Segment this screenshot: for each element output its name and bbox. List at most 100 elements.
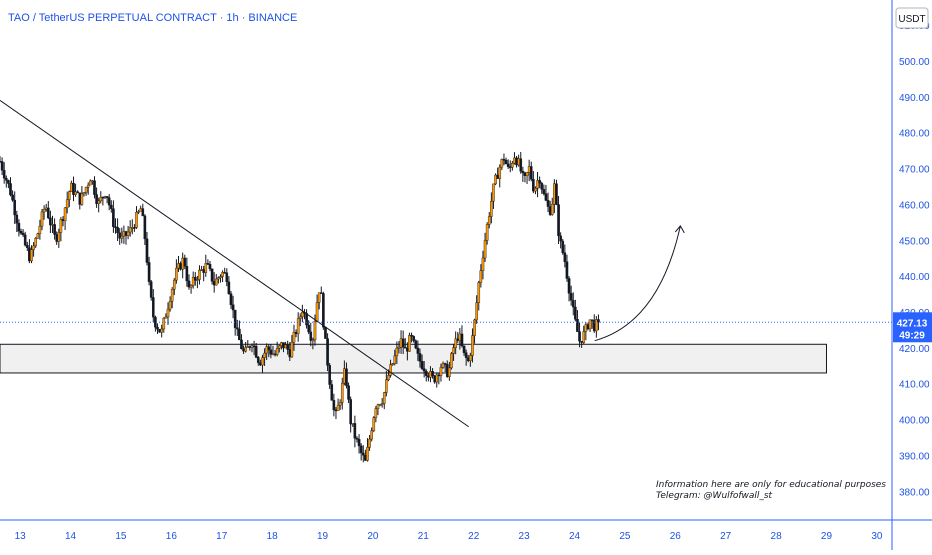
candle [347,382,350,404]
candle-body [46,207,50,219]
candle [546,192,550,213]
candle [483,232,487,262]
candle-body [86,184,90,188]
candle [462,345,466,356]
candle-body [51,224,54,226]
candle [4,175,8,188]
candle-body [116,227,119,233]
candle-body [189,285,193,288]
candle [494,173,497,186]
candle [532,171,535,194]
candle-body [122,231,126,237]
candle-body [504,160,508,165]
time-tick-label: 16 [166,531,178,542]
candle-body [7,180,10,184]
candle-body [193,277,197,281]
candle [336,398,340,412]
candle-body [280,342,283,347]
price-tick-label: 440.00 [899,272,930,283]
last-price-badge [893,312,932,343]
candle-body [103,196,107,198]
candle-body [109,204,113,209]
candle-body [580,340,583,343]
candle [322,291,325,330]
candle [74,183,77,197]
time-axis[interactable]: 13 14 15 16 17 18 19 20 21 22 23 24 25 26 27 28 29 30 [0,519,932,542]
candle-body [233,309,237,328]
candle-body [147,262,151,282]
candle [361,445,365,463]
currency-button[interactable] [895,7,929,29]
price-tick-label: 480.00 [899,129,930,140]
candle [443,362,447,373]
time-tick-label: 21 [418,531,430,542]
candle [76,190,79,194]
candle-body [141,208,145,217]
candle [380,398,384,408]
candle [401,330,405,355]
candle [36,232,40,239]
candle [481,250,485,280]
candle [296,312,300,342]
candle-body [490,200,493,217]
candle-body [290,341,294,358]
candle-body [578,331,581,342]
candle-body [196,279,199,281]
candle [120,227,124,244]
candle-body [275,348,279,355]
candle [25,241,29,252]
candle [450,351,453,370]
candle-body [133,227,136,229]
candle [204,254,208,277]
candle [214,273,218,286]
candle [502,153,506,166]
price-axis[interactable]: 510.00500.00490.00480.00470.00460.00450.… [891,0,932,550]
candle-body [107,197,111,206]
candle-body [569,293,573,301]
candle-body [53,224,56,235]
candle-body [527,166,531,173]
candle [233,309,237,336]
candle-body [355,437,359,440]
candle [452,343,455,361]
candle [529,161,533,182]
candle-body [567,278,571,294]
candle-body [4,177,8,181]
candle [368,434,371,451]
candle-body [223,272,226,274]
candle [534,186,537,195]
projection-arrow [594,225,681,342]
candle [454,331,457,355]
candle-body [359,445,363,454]
candle-body [477,282,481,303]
candle-body [187,280,191,288]
candle [292,324,296,351]
candle-body [500,159,504,168]
time-tick-label: 20 [367,531,379,542]
candle-body [483,240,487,259]
candle-body [315,302,319,322]
candle [511,160,514,171]
candle [256,355,260,366]
candle-body [128,227,132,233]
candle [227,276,231,295]
candle [128,220,132,237]
candle [93,176,96,199]
price-tick-label: 400.00 [899,416,930,427]
candle [395,341,399,364]
candle [229,290,233,309]
candle-body [307,324,310,333]
candle [65,191,69,214]
candle-body [538,180,541,184]
candle [244,341,247,353]
candle [424,369,428,382]
candle-body [584,324,588,332]
drawing-overlay [0,100,892,428]
candle-body [160,328,163,333]
candle [277,344,281,353]
candle-body [513,157,516,164]
candle-body [378,404,382,406]
candle-body [529,166,533,180]
projection-arrow-head [674,225,685,234]
